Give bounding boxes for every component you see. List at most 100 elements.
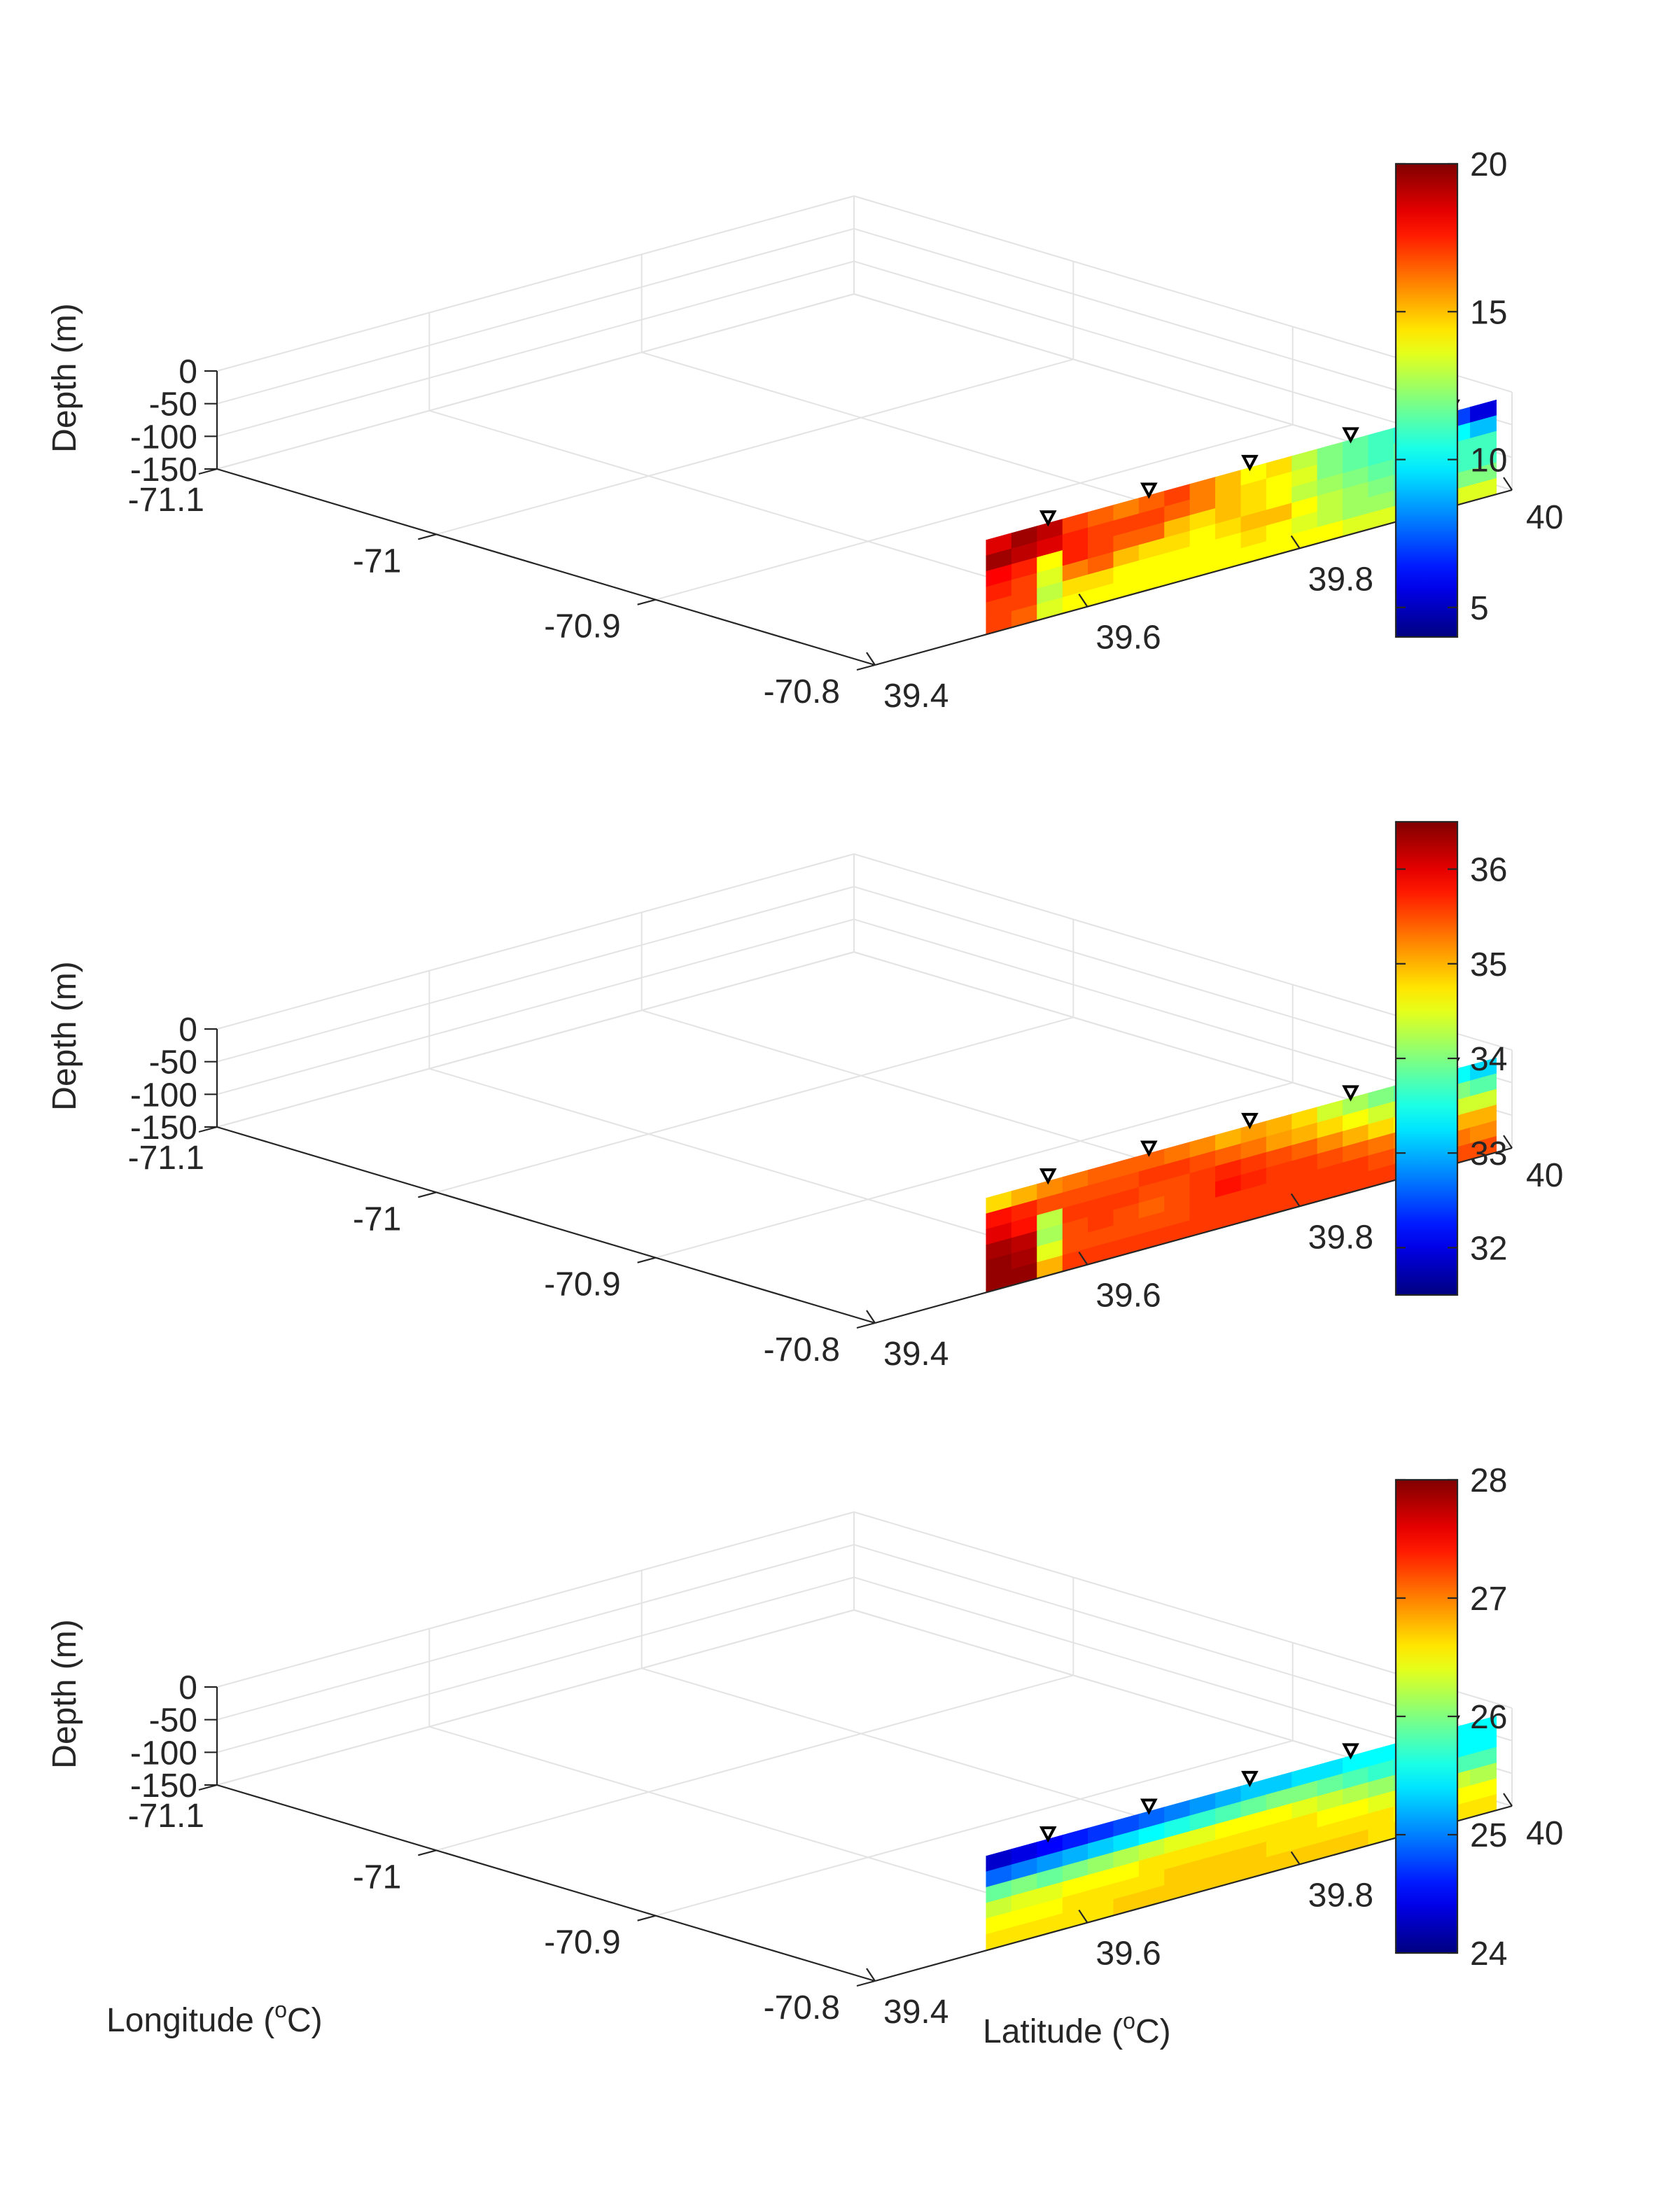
longitude-tick (637, 1256, 656, 1264)
latitude-tick (1290, 535, 1301, 549)
latitude-tick-label: 39.6 (1096, 620, 1161, 657)
grid-line (216, 227, 855, 405)
depth-axis-label: Depth (m) (46, 303, 83, 452)
longitude-tick-label: -71.1 (128, 482, 204, 519)
longitude-tick (198, 1784, 218, 1791)
longitude-tick (418, 1849, 437, 1856)
grid-line (216, 886, 855, 1063)
latitude-tick (1290, 1193, 1301, 1207)
longitude-tick (418, 533, 437, 540)
depth-tick-label: -150 (130, 451, 197, 489)
latitude-tick-label: 39.8 (1308, 561, 1373, 598)
grid-line (655, 1740, 1293, 1917)
longitude-tick-label: -70.8 (764, 1331, 840, 1368)
panel-bottom: 0-50-100-150-71.1 -71 -70.9 -70.8 39.4 39.6 39… (46, 1462, 1563, 2031)
longitude-tick (856, 1980, 876, 1987)
longitude-tick-label: -70.9 (544, 1266, 620, 1303)
grid-line (216, 853, 855, 1030)
latitude-tick (866, 1968, 876, 1982)
longitude-tick (637, 1914, 656, 1921)
latitude-tick-label: 39.4 (883, 1994, 948, 2031)
depth-tick-label: -50 (149, 386, 197, 424)
grid-line (216, 951, 855, 1128)
latitude-tick-label: 39.6 (1096, 1278, 1161, 1315)
depth-tick-label: -150 (130, 1110, 197, 1147)
latitude-tick (1290, 1851, 1301, 1865)
latitude-tick-label: 40 (1526, 1157, 1563, 1194)
tick-labels: 0-50-100-150-71.1 -71 -70.9 -70.8 39.4 39.6 39… (128, 1670, 1564, 2031)
tick-labels: 0-50-100-150-71.1 -71 -70.9 -70.8 39.4 39.6 39… (128, 1011, 1564, 1373)
station-marker (1241, 1112, 1259, 1130)
grid-line (216, 1511, 855, 1688)
latitude-tick-label: 39.8 (1308, 1877, 1373, 1914)
station-marker (1342, 1085, 1359, 1102)
longitude-tick-label: -71 (353, 1200, 401, 1238)
colorbar-tick-label: 20 (1470, 146, 1507, 183)
depth-tick-label: 0 (178, 1670, 197, 1707)
depth-axis-label: Depth (m) (46, 1619, 83, 1768)
colorbar-tick-label: 25 (1470, 1817, 1507, 1854)
grid-line (655, 424, 1293, 601)
station-marker (1140, 1140, 1158, 1157)
longitude-tick-label: -71 (353, 1858, 401, 1896)
grid-line (429, 410, 1088, 608)
grid-line (429, 1726, 1088, 1924)
grid-line (655, 1082, 1293, 1259)
depth-tick-label: -50 (149, 1702, 197, 1740)
grid-line (216, 260, 855, 438)
tick-labels: 0-50-100-150-71.1 -71 -70.9 -70.8 39.4 39.6 39… (128, 354, 1564, 715)
station-marker (1140, 482, 1158, 499)
grid-line (436, 358, 1074, 536)
latitude-tick-label: 40 (1526, 499, 1563, 536)
depth-tick-label: -50 (149, 1044, 197, 1082)
colorbar: 28 27 26 25 24 (1394, 1462, 1507, 1973)
panel-middle: 0-50-100-150-71.1 -71 -70.9 -70.8 39.4 39.6 39… (46, 820, 1564, 1373)
colorbar-tick-label: 35 (1470, 946, 1507, 983)
station-marker (1342, 1743, 1359, 1760)
grid-line (216, 1576, 855, 1754)
colorbar-tick-label: 26 (1470, 1699, 1507, 1736)
latitude-tick (866, 1310, 876, 1324)
latitude-tick (1078, 594, 1088, 608)
depth-tick-label: -100 (130, 419, 197, 456)
latitude-tick (1078, 1252, 1088, 1266)
colorbar-gradient (1394, 162, 1459, 638)
latitude-axis-label: Latitude (oC) (983, 2008, 1171, 2050)
depth-axis-label: Depth (m) (46, 961, 83, 1110)
colorbar-tick-label: 10 (1470, 442, 1507, 479)
longitude-tick-label: -70.9 (544, 608, 620, 645)
longitude-tick (856, 1322, 876, 1329)
longitude-tick-label: -70.8 (764, 1989, 840, 2026)
longitude-axis-label: Longitude (oC) (106, 1997, 323, 2039)
colorbar-gradient (1394, 820, 1459, 1296)
colorbar-tick-label: 32 (1470, 1230, 1507, 1267)
depth-tick-label: 0 (178, 354, 197, 391)
latitude-tick (1078, 1910, 1088, 1924)
longitude-tick-label: -70.8 (764, 673, 840, 710)
panel-top: 0-50-100-150-71.1 -71 -70.9 -70.8 39.4 39.6 39… (46, 146, 1563, 715)
latitude-tick (866, 652, 876, 666)
colorbar-tick-label: 27 (1470, 1581, 1507, 1618)
colorbar-tick-label: 33 (1470, 1135, 1507, 1172)
station-marker (1140, 1798, 1158, 1815)
station-marker (1039, 1826, 1057, 1843)
figure-axis-titles: Longitude (oC) Latitude (oC) (106, 1997, 1171, 2050)
grid-line (436, 1016, 1074, 1194)
station-marker (1241, 1770, 1259, 1788)
longitude-tick-label: -70.9 (544, 1924, 620, 1961)
latitude-tick-label: 39.4 (883, 678, 948, 715)
colorbar-tick-label: 15 (1470, 294, 1507, 331)
station-marker (1241, 454, 1259, 472)
colorbar: 36 35 34 33 32 (1394, 820, 1507, 1296)
longitude-axis (216, 468, 876, 666)
colorbar-tick-label: 34 (1470, 1041, 1507, 1078)
longitude-tick (198, 468, 218, 475)
latitude-tick-label: 39.4 (883, 1336, 948, 1373)
longitude-tick-label: -71.1 (128, 1140, 204, 1177)
latitude-tick-label: 39.8 (1308, 1219, 1373, 1256)
grid-line (429, 1068, 1088, 1266)
longitude-axis (216, 1784, 876, 1982)
latitude-tick-label: 39.6 (1096, 1935, 1161, 1973)
longitude-axis (216, 1126, 876, 1324)
station-marker (1342, 427, 1359, 444)
